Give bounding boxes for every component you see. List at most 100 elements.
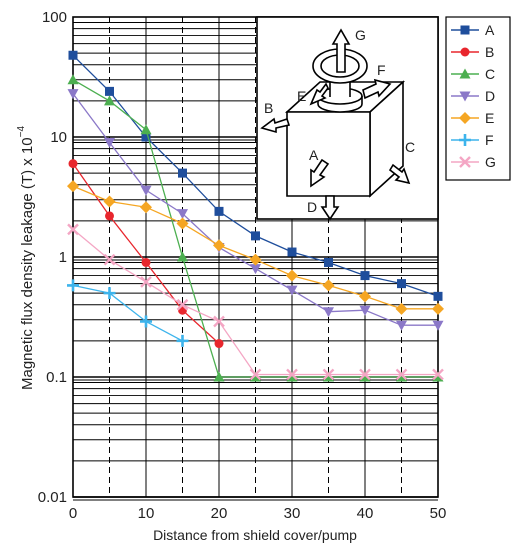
legend-marker-g bbox=[459, 156, 471, 168]
legend-label-b: B bbox=[485, 44, 494, 60]
data-point-d bbox=[432, 320, 444, 331]
x-tick-label: 10 bbox=[138, 505, 155, 522]
data-point-e bbox=[395, 302, 408, 315]
x-tick-label: 50 bbox=[430, 505, 447, 522]
data-point-g bbox=[176, 298, 189, 311]
arrow-g-icon bbox=[331, 28, 351, 73]
x-tick-label: 20 bbox=[211, 505, 228, 522]
y-axis-label-text: Magnetic flux density leakage (T) x 10 bbox=[19, 137, 36, 390]
y-axis-label: Magnetic flux density leakage (T) x 10−4 bbox=[16, 126, 36, 390]
direction-arrows bbox=[260, 28, 411, 221]
x-tick-label: 40 bbox=[357, 505, 374, 522]
data-point-a bbox=[178, 168, 187, 178]
inset-label-c: C bbox=[405, 139, 415, 155]
inset-label-b: B bbox=[264, 100, 273, 116]
data-point-f bbox=[140, 315, 152, 328]
x-axis-label: Distance from shield cover/pump bbox=[153, 527, 357, 543]
data-point-e bbox=[322, 279, 335, 292]
legend-label-g: G bbox=[485, 154, 496, 170]
legend-label-e: E bbox=[485, 110, 494, 126]
y-axis-label-exponent: −4 bbox=[16, 126, 27, 138]
data-point-d bbox=[177, 209, 188, 220]
inset-label-e: E bbox=[297, 88, 306, 104]
data-point-c bbox=[286, 371, 298, 382]
inset-label-d: D bbox=[307, 199, 317, 215]
data-point-f bbox=[103, 287, 116, 300]
data-point-c bbox=[177, 251, 188, 262]
legend-label-a: A bbox=[485, 22, 495, 38]
data-point-e bbox=[249, 253, 262, 266]
data-point-g bbox=[249, 368, 262, 381]
data-point-e bbox=[67, 180, 79, 193]
data-point-g bbox=[140, 276, 152, 288]
legend-label-f: F bbox=[485, 132, 494, 148]
arrow-d-icon bbox=[320, 195, 340, 221]
series-c bbox=[67, 74, 444, 382]
legend-marker-b bbox=[460, 47, 470, 57]
data-point-d bbox=[250, 264, 261, 275]
data-point-a bbox=[433, 291, 443, 301]
data-point-c bbox=[213, 371, 225, 382]
x-tick-label: 30 bbox=[284, 505, 301, 522]
series-b bbox=[68, 159, 224, 349]
plot-frame bbox=[72, 16, 439, 498]
data-point-e bbox=[213, 239, 225, 252]
tick-labels: 0.01 0.1 1 10 100 0 10 20 30 40 50 bbox=[38, 9, 447, 522]
arrow-c-icon bbox=[388, 163, 411, 185]
y-tick-label: 0.01 bbox=[38, 489, 67, 506]
data-point-g bbox=[213, 315, 225, 328]
data-point-a bbox=[68, 50, 78, 60]
data-point-c bbox=[323, 371, 334, 382]
data-point-a bbox=[324, 257, 333, 267]
data-point-g bbox=[322, 368, 335, 381]
legend-frame bbox=[445, 16, 511, 181]
data-point-a bbox=[105, 86, 114, 96]
y-tick-label: 100 bbox=[42, 9, 67, 26]
data-point-e bbox=[359, 290, 371, 303]
data-point-d bbox=[286, 285, 298, 296]
data-point-b bbox=[105, 211, 114, 221]
y-tick-label: 1 bbox=[59, 249, 67, 266]
data-point-c bbox=[396, 371, 407, 382]
y-axis-label-group: Magnetic flux density leakage (T) x 10−4 bbox=[16, 126, 36, 390]
data-point-a bbox=[360, 271, 370, 281]
data-point-d bbox=[323, 307, 334, 318]
data-point-g bbox=[103, 253, 116, 266]
data-point-a bbox=[214, 206, 224, 216]
data-point-e bbox=[286, 269, 298, 282]
data-point-g bbox=[67, 223, 79, 236]
legend-marker-d bbox=[459, 91, 471, 102]
inset-label-a: A bbox=[309, 147, 319, 163]
data-point-g bbox=[432, 368, 444, 381]
data-point-d bbox=[359, 305, 371, 316]
data-point-b bbox=[68, 159, 78, 169]
inset-labels: G F E B A C D bbox=[264, 27, 415, 215]
series-f bbox=[67, 279, 189, 347]
series-e bbox=[67, 180, 444, 315]
legend-label-d: D bbox=[485, 88, 495, 104]
data-point-c bbox=[359, 371, 371, 382]
data-point-a bbox=[141, 132, 151, 142]
data-point-d bbox=[140, 185, 152, 196]
data-point-b bbox=[141, 257, 151, 267]
legend-marker-e bbox=[459, 112, 471, 124]
series-line-f bbox=[72, 284, 183, 342]
data-point-c bbox=[67, 74, 79, 85]
inset-label-f: F bbox=[377, 62, 386, 78]
data-point-e bbox=[176, 217, 189, 230]
arrow-e-icon bbox=[309, 82, 329, 106]
legend-marker-f bbox=[459, 134, 471, 146]
data-point-a bbox=[287, 247, 297, 257]
x-tick-label: 0 bbox=[69, 505, 77, 522]
inset-diagram: G F E B A C D bbox=[256, 16, 439, 221]
data-point-a bbox=[397, 279, 406, 289]
data-point-g bbox=[359, 368, 371, 381]
data-point-c bbox=[432, 371, 444, 382]
data-point-f bbox=[67, 279, 79, 292]
legend-marker-c bbox=[459, 68, 471, 79]
arrow-f-icon bbox=[362, 78, 392, 100]
data-point-g bbox=[286, 368, 298, 381]
data-point-c bbox=[104, 95, 115, 106]
y-tick-label: 0.1 bbox=[46, 369, 67, 386]
